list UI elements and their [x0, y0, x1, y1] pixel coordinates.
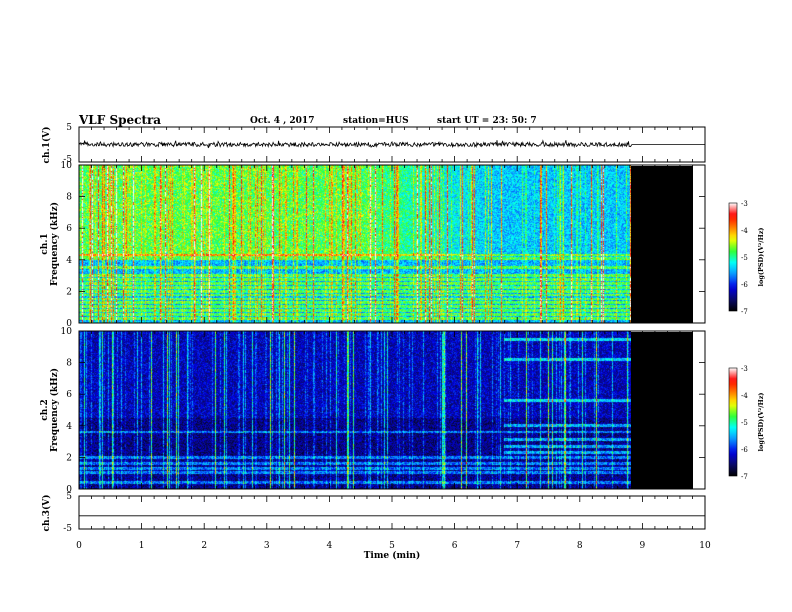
ch2-colorbar-tick-m6: -6 — [741, 446, 748, 454]
ch1-spectrogram-yticks: 0 2 4 6 8 10 — [61, 161, 705, 329]
start-time-label: start UT = 23: 50: 7 — [437, 116, 537, 126]
ch1-spectrogram-ytick-label: 0 — [66, 319, 72, 329]
ch1-spectrogram-image — [79, 165, 631, 323]
x-tick-label: 0 — [76, 541, 82, 551]
ch1-spectrogram-ticks — [78, 165, 706, 323]
ch1-ytick-top: 5 — [66, 123, 72, 133]
ch1-colorbar-label: log(PSD)(V²/Hz) — [757, 228, 765, 287]
figure-title: VLF Spectra — [78, 113, 161, 127]
date-label: Oct. 4 , 2017 — [250, 116, 314, 126]
ch1-colorbar-gradient — [728, 202, 738, 312]
ch3-waveform-ticks — [78, 496, 706, 529]
ch2-colorbar-tick-m3: -3 — [741, 365, 748, 373]
ch1-spectrogram-ylabel-frequency: Frequency (kHz) — [49, 202, 60, 286]
ch1-colorbar-tick-m4: -4 — [741, 227, 748, 235]
ch3-ytick-top: 5 — [66, 492, 72, 502]
ch2-colorbar-tick-m7: -7 — [741, 473, 748, 481]
ch2-spectrogram-ytick-label: 2 — [66, 453, 72, 463]
ch3-waveform-panel: 5 -5 ch.3(V) — [41, 492, 706, 534]
ch1-colorbar-tick-m3: -3 — [741, 200, 748, 208]
ch2-spectrogram-ytick-label: 0 — [66, 485, 72, 495]
ch2-spectrogram-image — [79, 331, 631, 489]
ch1-colorbar: -3 -4 -5 -6 -7 log(PSD)(V²/Hz) — [728, 200, 765, 316]
ch2-colorbar-tick-m5: -5 — [741, 419, 748, 427]
ch1-waveform-panel: 5 -5 ch.1(V) — [41, 123, 706, 165]
ch1-colorbar-tick-m7: -7 — [741, 308, 748, 316]
ch2-spectrogram-ytick-label: 6 — [66, 390, 72, 400]
ch2-spectrogram-no-data-block — [631, 332, 693, 489]
ch1-colorbar-tick-m6: -6 — [741, 281, 748, 289]
x-tick-label: 9 — [640, 541, 646, 551]
ch1-spectrogram-no-data-block — [631, 166, 693, 323]
ch1-colorbar-tick-m5: -5 — [741, 254, 748, 262]
ch1-spectrogram-ytick-label: 8 — [66, 193, 72, 203]
ch2-spectrogram-yticks: 0 2 4 6 8 10 — [61, 327, 705, 495]
ch2-colorbar-label: log(PSD)(V²/Hz) — [757, 393, 765, 452]
ch2-spectrogram-ytick-label: 4 — [66, 422, 72, 432]
ch1-ytick-bottom: -5 — [63, 155, 72, 165]
ch1-spectrogram-panel: 0 2 4 6 8 10 ch.1 Frequency (kHz) -3 -4 -5 -6… — [40, 161, 765, 329]
ch1-waveform-ylabel: ch.1(V) — [41, 127, 52, 164]
ch2-spectrogram-ticks — [78, 331, 706, 489]
ch1-spectrogram-ylabel-channel: ch.1 — [40, 233, 50, 254]
x-tick-label: 6 — [452, 541, 458, 551]
ch1-waveform-ticks — [78, 127, 706, 162]
x-tick-label: 1 — [139, 541, 145, 551]
ch2-colorbar: -3 -4 -5 -6 -7 log(PSD)(V²/Hz) — [728, 365, 765, 481]
x-tick-label: 4 — [327, 541, 333, 551]
ch1-spectrogram-ytick-label: 2 — [66, 287, 72, 297]
ch2-spectrogram-ylabel-frequency: Frequency (kHz) — [49, 368, 60, 452]
station-label: station=HUS — [343, 116, 409, 126]
x-axis-label: Time (min) — [364, 550, 421, 561]
x-tick-label: 7 — [514, 541, 520, 551]
ch2-spectrogram-ytick-label: 8 — [66, 359, 72, 369]
ch1-spectrogram-ytick-label: 10 — [61, 161, 73, 171]
x-tick-label: 2 — [201, 541, 207, 551]
x-tick-label: 8 — [577, 541, 583, 551]
ch2-colorbar-tick-m4: -4 — [741, 392, 748, 400]
x-tick-label: 5 — [389, 541, 395, 551]
ch2-colorbar-gradient — [728, 367, 738, 477]
ch3-ytick-bottom: -5 — [63, 524, 72, 534]
ch1-spectrogram-ytick-label: 4 — [66, 256, 72, 266]
ch3-waveform-ylabel: ch.3(V) — [41, 495, 52, 532]
ch1-spectrogram-ytick-label: 6 — [66, 224, 72, 234]
x-tick-label: 10 — [699, 541, 711, 551]
ch2-spectrogram-ylabel-channel: ch.2 — [40, 399, 50, 420]
x-tick-label: 3 — [264, 541, 270, 551]
ch2-spectrogram-ytick-label: 10 — [61, 327, 73, 337]
x-axis-tick-labels: 0 1 2 3 4 5 6 7 8 9 10 — [76, 541, 711, 551]
ch1-waveform-trace — [78, 139, 705, 149]
ch2-spectrogram-panel: 0 2 4 6 8 10 ch.2 Frequency (kHz) -3 -4 -5 -6… — [40, 327, 765, 495]
